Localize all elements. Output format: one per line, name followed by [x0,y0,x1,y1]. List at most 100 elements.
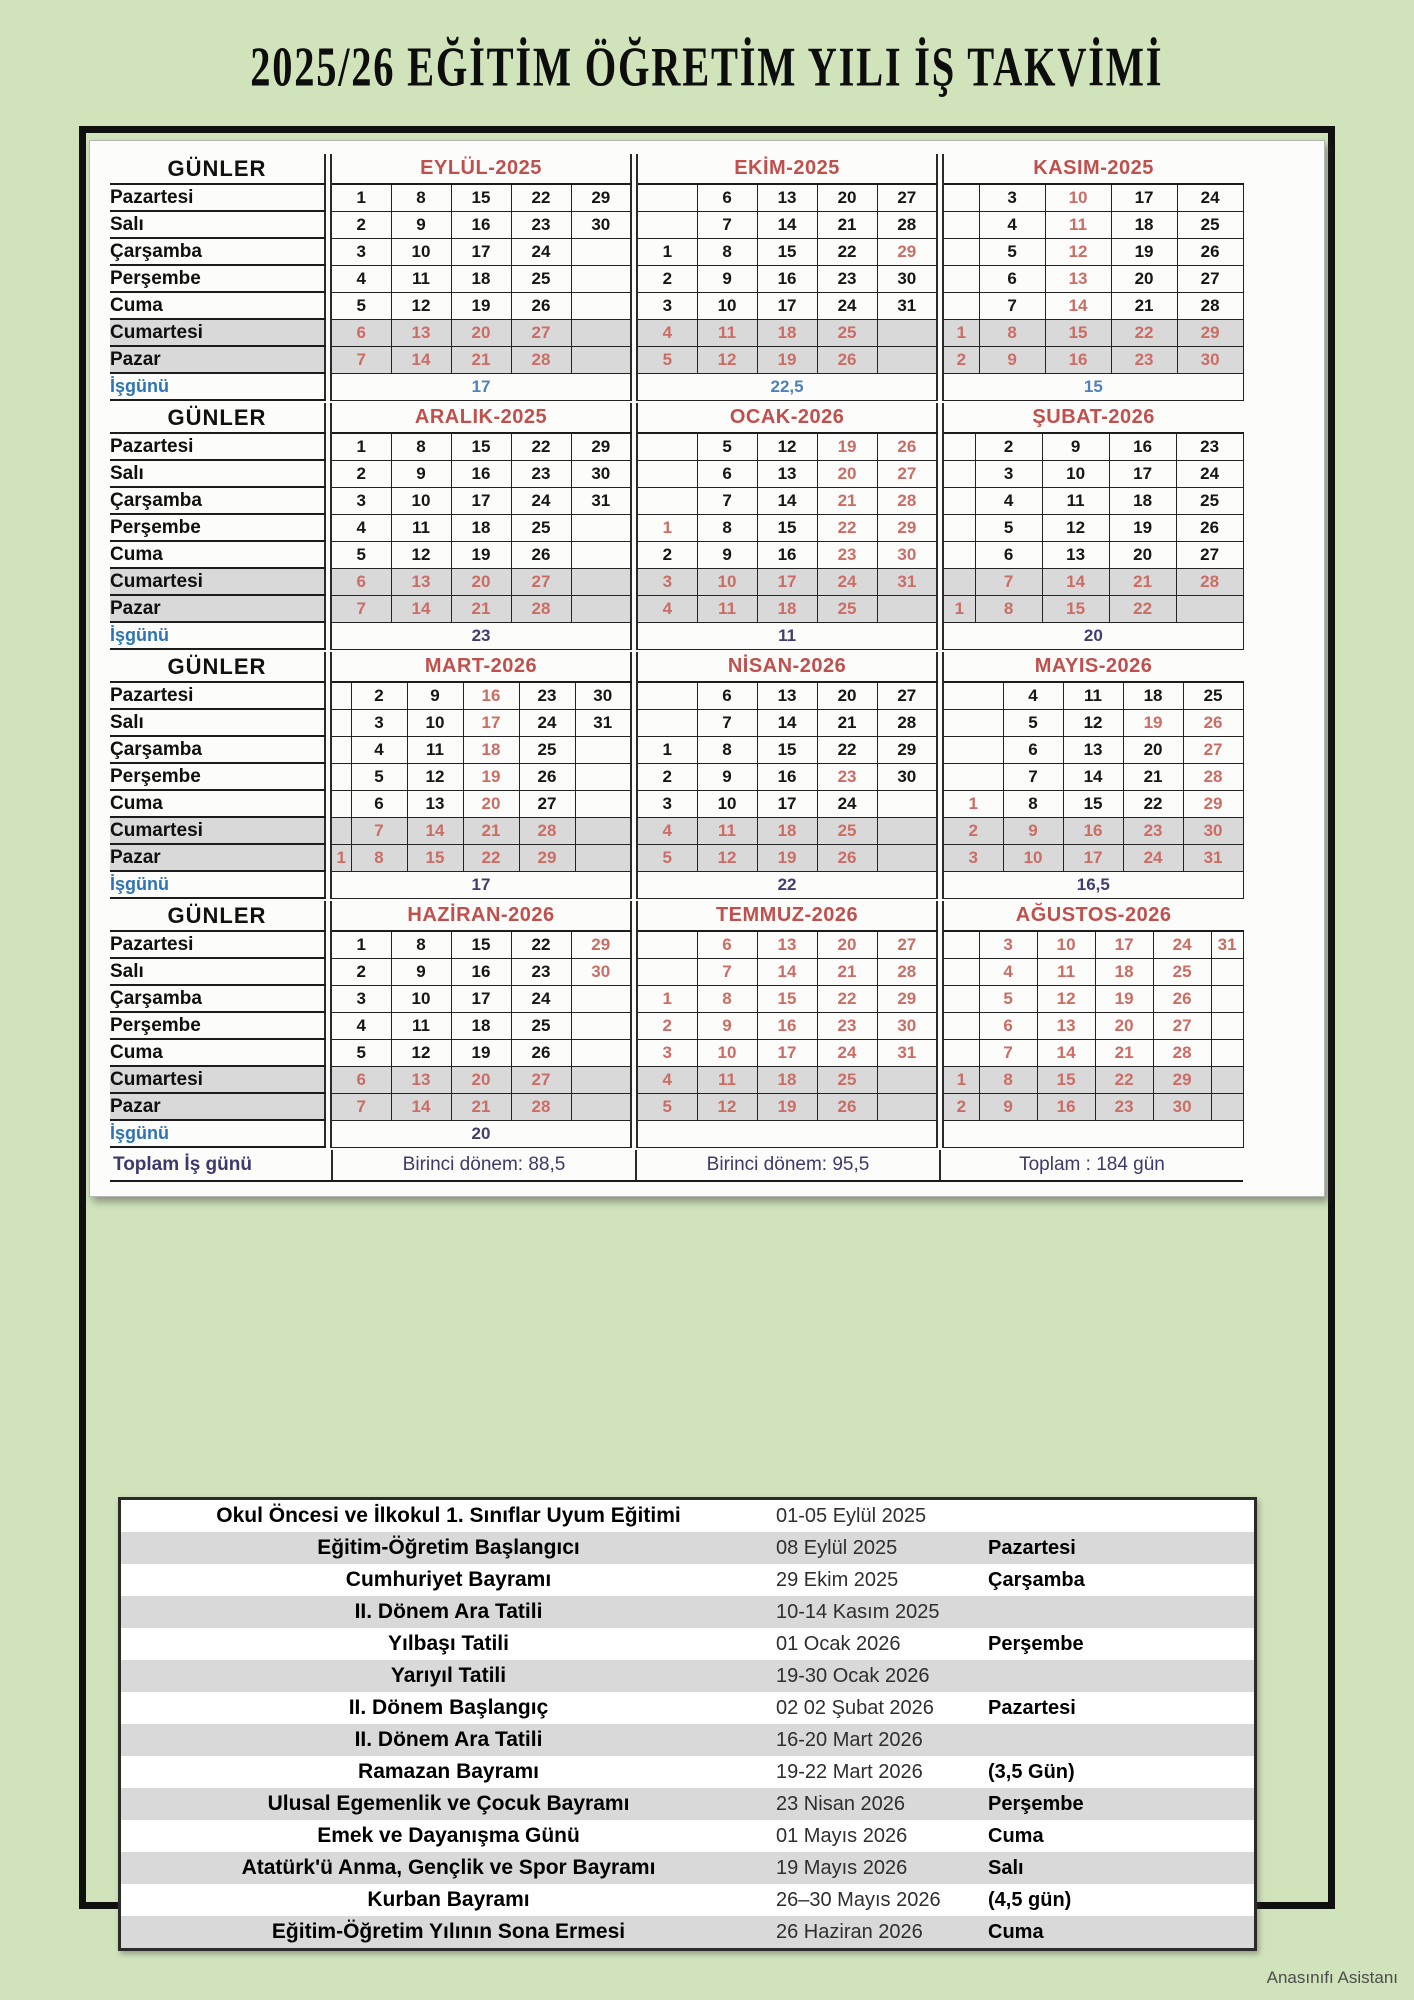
column-separator [630,514,639,541]
event-row: Atatürk'ü Anma, Gençlik ve Spor Bayramı 1… [121,1852,1254,1884]
date-cell: 8 [978,318,1046,347]
date-cell: 10 [696,291,758,320]
date-cell [636,210,698,239]
date-cell [876,318,938,347]
column-separator [630,901,639,931]
date-cell [570,1092,632,1121]
date-cell [574,816,632,845]
date-cell: 21 [450,345,512,374]
column-separator [324,1012,332,1039]
date-cell [942,486,976,515]
date-cell: 29 [1182,789,1244,818]
event-day: Perşembe [988,1633,1084,1655]
event-date: 19 Mayıs 2026 [776,1857,908,1879]
date-cell: 25 [1176,210,1244,239]
date-cell: 27 [876,930,938,959]
date-cell: 3 [350,708,408,737]
date-cell: 1 [330,843,352,872]
date-cell [330,735,352,764]
date-cell [942,984,980,1013]
event-date: 19-22 Mart 2026 [776,1761,923,1783]
event-date: 02 02 Şubat 2026 [776,1697,934,1719]
date-cell [1210,957,1244,986]
event-row: Ulusal Egemenlik ve Çocuk Bayramı 23 Nisa… [121,1788,1254,1820]
date-cell: 7 [350,816,408,845]
column-separator [630,985,639,1012]
column-separator [630,346,639,373]
event-row: II. Dönem Ara Tatili 16-20 Mart 2026 [121,1724,1254,1756]
column-separator [936,931,945,958]
column-separator [936,541,945,568]
date-cell: 5 [636,1092,698,1121]
date-cell [330,762,352,791]
date-cell: 14 [756,708,818,737]
column-separator [936,292,945,319]
date-cell: 12 [390,291,452,320]
date-cell: 12 [390,540,452,569]
date-cell [1210,1065,1244,1094]
date-cell: 16 [756,1011,818,1040]
column-separator [936,595,945,622]
column-separator [630,790,639,817]
date-cell [942,264,980,293]
date-cell: 12 [390,1038,452,1067]
workday-label: İşgünü [110,373,325,401]
date-cell [942,1011,980,1040]
date-cell: 22 [816,984,878,1013]
column-separator [324,817,332,844]
date-cell: 19 [1108,513,1177,542]
date-cell: 30 [570,210,632,239]
date-cell: 3 [636,567,698,596]
column-separator [324,211,332,238]
event-date: 01-05 Eylül 2025 [776,1505,927,1527]
date-cell: 18 [756,816,818,845]
date-cell: 14 [1036,1038,1096,1067]
date-cell: 10 [1002,843,1064,872]
date-cell: 24 [510,237,572,266]
date-cell: 30 [1152,1092,1212,1121]
event-row: II. Dönem Başlangıç 02 02 Şubat 2026 Pazar… [121,1692,1254,1724]
date-cell: 5 [330,291,392,320]
date-cell: 29 [876,513,938,542]
date-cell [876,594,938,623]
date-cell: 16 [1036,1092,1096,1121]
day-name-label: Pazartesi [110,931,325,959]
date-cell [330,816,352,845]
date-cell: 29 [1176,318,1244,347]
date-cell: 23 [1094,1092,1154,1121]
date-cell: 17 [1062,843,1124,872]
column-separator [936,403,945,433]
date-cell: 14 [1062,762,1124,791]
date-cell: 2 [942,816,1004,845]
column-separator [324,652,332,682]
date-cell: 4 [636,816,698,845]
date-cell: 28 [1182,762,1244,791]
column-separator [936,763,945,790]
date-cell [636,957,698,986]
event-date: 26–30 Mayıs 2026 [776,1889,941,1911]
date-cell [942,210,980,239]
date-cell: 30 [876,1011,938,1040]
column-separator [630,154,639,184]
date-cell: 24 [518,708,576,737]
date-cell: 27 [510,1065,572,1094]
column-separator [936,238,945,265]
date-cell [942,957,980,986]
date-cell: 31 [1182,843,1244,872]
month-title: EYLÜL-2025 [331,154,632,185]
date-cell: 25 [510,1011,572,1040]
date-cell [942,681,1004,710]
date-cell: 24 [816,1038,878,1067]
column-separator [324,1093,332,1120]
column-separator [630,403,639,433]
column-separator [324,346,332,373]
workday-count [636,1119,938,1148]
date-cell: 21 [462,816,520,845]
month-title: AĞUSTOS-2026 [943,901,1244,932]
date-cell: 16 [756,264,818,293]
column-separator [324,1039,332,1066]
event-date: 19-30 Ocak 2026 [776,1665,930,1687]
date-cell: 8 [390,930,452,959]
date-cell [570,984,632,1013]
date-cell: 26 [816,843,878,872]
